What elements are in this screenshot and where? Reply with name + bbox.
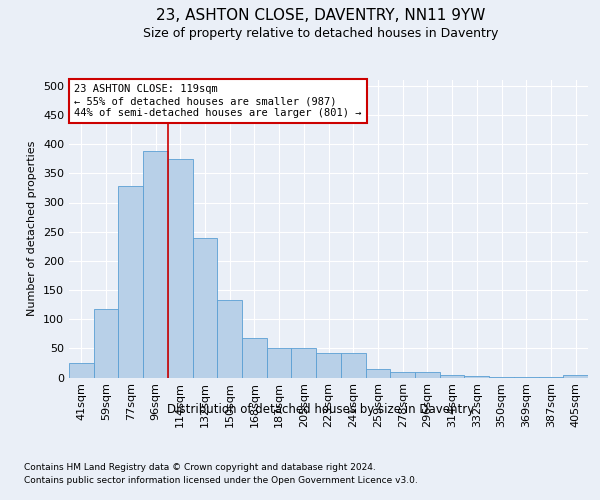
Bar (143, 151, 168, 378)
Bar (563, 374, 588, 378)
Bar (217, 300, 242, 378)
Y-axis label: Number of detached properties: Number of detached properties (28, 141, 37, 316)
Bar (193, 238, 217, 378)
Bar (539, 377, 563, 378)
Bar (365, 369, 390, 378)
Bar (390, 372, 415, 378)
Bar (242, 338, 267, 378)
Bar (415, 372, 440, 378)
Text: Distribution of detached houses by size in Daventry: Distribution of detached houses by size … (167, 402, 475, 415)
Bar (341, 353, 365, 378)
Bar (267, 348, 292, 378)
Bar (464, 376, 489, 378)
Bar (440, 374, 464, 378)
Bar (316, 353, 341, 378)
Text: Size of property relative to detached houses in Daventry: Size of property relative to detached ho… (143, 27, 499, 40)
Text: Contains HM Land Registry data © Crown copyright and database right 2024.: Contains HM Land Registry data © Crown c… (24, 462, 376, 471)
Bar (168, 159, 193, 378)
Text: 23, ASHTON CLOSE, DAVENTRY, NN11 9YW: 23, ASHTON CLOSE, DAVENTRY, NN11 9YW (157, 8, 485, 22)
Bar (514, 377, 539, 378)
Bar (489, 377, 514, 378)
Bar (118, 186, 143, 378)
Bar (292, 348, 316, 378)
Bar (94, 309, 118, 378)
Text: Contains public sector information licensed under the Open Government Licence v3: Contains public sector information licen… (24, 476, 418, 485)
Text: 23 ASHTON CLOSE: 119sqm
← 55% of detached houses are smaller (987)
44% of semi-d: 23 ASHTON CLOSE: 119sqm ← 55% of detache… (74, 84, 362, 117)
Bar (69, 363, 94, 378)
